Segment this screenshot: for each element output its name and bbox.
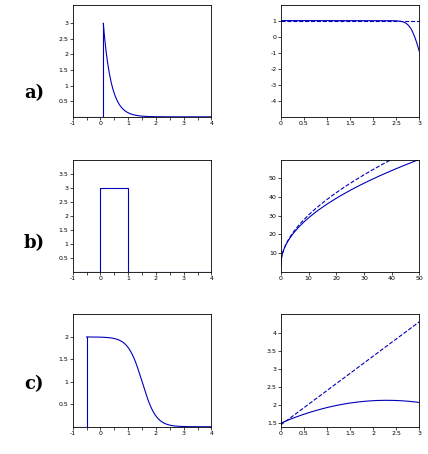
Text: b): b): [24, 234, 45, 252]
Text: a): a): [24, 84, 45, 102]
Text: c): c): [24, 375, 44, 393]
